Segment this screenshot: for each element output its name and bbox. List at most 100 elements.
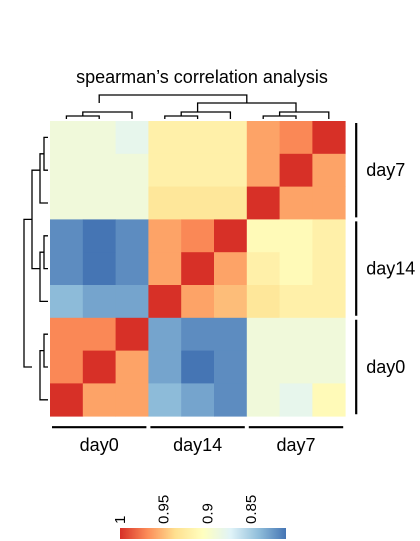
heatmap-cell-day14-2-day7-3 [312,252,346,286]
color-scale-tick-label: 0.95 [156,495,173,524]
chart-title: spearman’s correlation analysis [76,67,328,87]
heatmap-cell-day7-3-day0-3 [115,186,149,220]
heatmap-cell-day7-1-day0-2 [82,121,116,155]
heatmap-cell-day7-1-day7-3 [312,121,346,155]
heatmap-cell-day7-3-day0-1 [50,186,84,220]
heatmap-cell-day14-1-day14-2 [181,219,215,253]
heatmap-cell-day14-2-day0-1 [50,252,84,286]
heatmap-cell-day14-3-day7-1 [246,285,280,319]
heatmap-cell-day7-2-day7-3 [312,153,346,187]
column-dendrogram-group-2 [278,111,330,119]
heatmap-cell-day14-1-day14-3 [214,219,248,253]
heatmap-cell-day7-1-day14-2 [181,121,215,155]
heatmap-cell-day0-1-day14-2 [181,317,215,351]
column-dendrogram-group-0 [82,111,133,119]
row-group-label-day0: day0 [366,357,405,377]
color-scale-bar [120,528,286,539]
heatmap-cell-day0-2-day7-3 [312,350,346,384]
heatmap-cell-day0-2-day0-2 [82,350,116,384]
heatmap-cell-day7-3-day7-3 [312,186,346,220]
heatmap-cell-day14-3-day7-3 [312,285,346,319]
heatmap-cell-day7-2-day7-1 [246,153,280,187]
heatmap-cell-day14-1-day0-3 [115,219,149,253]
heatmap-cell-day14-3-day0-1 [50,285,84,319]
column-dendrogram-leaf-pair-1 [164,115,199,119]
heatmap-cell-day7-2-day14-1 [148,153,182,187]
heatmap-cell-day0-3-day14-2 [181,383,215,417]
heatmap-cell-day14-3-day14-3 [214,285,248,319]
column-dendrogram-root [98,94,248,103]
heatmap-cell-day0-1-day7-1 [246,317,280,351]
column-group-label-day14: day14 [173,435,222,455]
heatmap-cell-day14-1-day7-3 [312,219,346,253]
heatmap-cell-day0-1-day14-1 [148,317,182,351]
column-group-annotations: day0 day14 day7 [52,426,344,455]
heatmap-cell-day7-1-day14-1 [148,121,182,155]
heatmap-cell-day14-3-day14-2 [181,285,215,319]
heatmap-cell-day14-2-day0-3 [115,252,149,286]
column-dendrogram-leaf-pair-2 [262,115,297,119]
heatmap-cell-day14-2-day7-1 [246,252,280,286]
heatmap-cell-day0-1-day0-3 [115,317,149,351]
column-group-label-day0: day0 [80,435,119,455]
heatmap-cell-day7-1-day14-3 [214,121,248,155]
heatmap-cell-day14-2-day14-3 [214,252,248,286]
heatmap-cell-day7-3-day14-3 [214,186,248,220]
heatmap-cell-day0-3-day7-1 [246,383,280,417]
heatmap-cell-day7-2-day0-3 [115,153,149,187]
heatmap-cell-day14-3-day14-1 [148,285,182,319]
heatmap-cell-day0-1-day0-1 [50,317,84,351]
row-dendrogram-group-2 [39,349,48,401]
heatmap-cell-day0-2-day14-2 [181,350,215,384]
heatmap-cell-day7-3-day0-2 [82,186,116,220]
heatmap-cell-day0-2-day14-1 [148,350,182,384]
row-dendrogram-leaf-pair-2 [43,333,48,368]
row-dendrogram-branch [31,169,40,270]
row-dendrogram-group-1 [39,251,48,303]
heatmap-cell-day0-3-day0-2 [82,383,116,417]
color-scale-tick-label: 0.85 [243,495,260,524]
heatmap-cell-day14-1-day7-1 [246,219,280,253]
heatmap-cell-day7-2-day0-2 [82,153,116,187]
heatmap-cell-day0-3-day7-3 [312,383,346,417]
heatmap-cell-day14-2-day0-2 [82,252,116,286]
heatmap-cell-day0-2-day0-3 [115,350,149,384]
color-scale-legend: 1 0.95 0.9 0.85 [112,495,286,539]
heatmap-cell-day14-1-day14-1 [148,219,182,253]
column-group-label-day7: day7 [276,435,315,455]
color-scale-tick-label: 0.9 [199,503,216,524]
heatmap-cell-day14-1-day0-2 [82,219,116,253]
row-group-label-day14: day14 [366,259,415,279]
row-dendrogram-leaf-pair-1 [43,235,48,270]
heatmap-cell-day14-1-day7-2 [279,219,313,253]
heatmap-cell-day7-2-day14-2 [181,153,215,187]
heatmap-cell-day7-2-day7-2 [279,153,313,187]
heatmap-cell-day14-2-day14-1 [148,252,182,286]
column-dendrogram-group-1 [180,111,232,119]
heatmap-cell-day7-1-day7-2 [279,121,313,155]
heatmap-grid [50,121,346,417]
heatmap-cell-day0-3-day7-2 [279,383,313,417]
column-dendrogram-branch [196,102,297,112]
heatmap-cell-day0-3-day14-1 [148,383,182,417]
heatmap-cell-day14-3-day7-2 [279,285,313,319]
row-group-label-day7: day7 [366,160,405,180]
heatmap-cell-day0-2-day7-2 [279,350,313,384]
heatmap-cell-day7-3-day7-1 [246,186,280,220]
heatmap-cell-day0-2-day0-1 [50,350,84,384]
row-dendrogram-root [23,218,32,368]
heatmap-cell-day0-3-day0-3 [115,383,149,417]
heatmap-cell-day7-3-day14-1 [148,186,182,220]
heatmap-cell-day0-3-day14-3 [214,383,248,417]
row-group-annotations: day7 day14 day0 [355,123,415,415]
row-dendrogram-leaf-pair-0 [43,136,48,171]
heatmap-cell-day7-1-day0-1 [50,121,84,155]
heatmap-cell-day0-1-day7-3 [312,317,346,351]
heatmap-cell-day7-2-day0-1 [50,153,84,187]
heatmap-cell-day0-3-day0-1 [50,383,84,417]
heatmap-cell-day7-3-day7-2 [279,186,313,220]
heatmap-cell-day7-1-day7-1 [246,121,280,155]
heatmap-cell-day14-2-day14-2 [181,252,215,286]
heatmap-cell-day0-1-day0-2 [82,317,116,351]
